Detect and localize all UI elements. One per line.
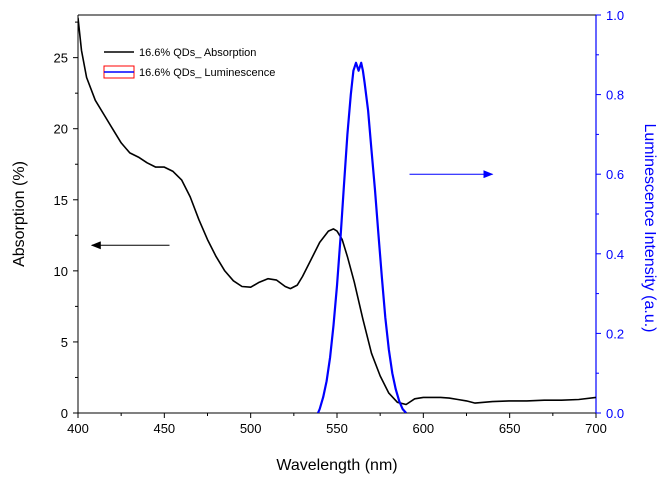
left-tick-label: 10: [54, 264, 68, 279]
right-tick-label: 0.2: [606, 326, 624, 341]
left-axis-title: Absorption (%): [11, 161, 28, 267]
x-tick-label: 550: [326, 421, 348, 436]
legend: 16.6% QDs_ Absorption 16.6% QDs_ Lumines…: [103, 47, 275, 79]
x-tick-label: 450: [153, 421, 175, 436]
absorption-series-line: [78, 17, 596, 406]
left-tick-label: 5: [61, 335, 68, 350]
x-tick-label: 650: [499, 421, 521, 436]
right-axis-ticks: 0.0 0.2 0.4 0.6 0.8 1.0: [596, 8, 624, 421]
right-tick-label: 1.0: [606, 8, 624, 23]
left-tick-label: 25: [54, 51, 68, 66]
legend-luminescence-label: 16.6% QDs_ Luminescence: [139, 67, 275, 79]
left-tick-label: 20: [54, 122, 68, 137]
left-axis-ticks: 0 5 10 15 20 25: [54, 21, 78, 421]
luminescence-series-line: [316, 61, 407, 413]
x-axis-title: Wavelength (nm): [276, 457, 397, 474]
right-tick-label: 0.6: [606, 167, 624, 182]
left-tick-label: 0: [61, 406, 68, 421]
legend-absorption-label: 16.6% QDs_ Absorption: [139, 47, 256, 59]
right-tick-label: 0.4: [606, 247, 624, 262]
x-axis-ticks: 400 450 500 550 600 650 700: [67, 413, 607, 436]
x-tick-label: 400: [67, 421, 89, 436]
x-tick-label: 700: [585, 421, 607, 436]
x-tick-label: 600: [412, 421, 434, 436]
right-tick-label: 0.0: [606, 406, 624, 421]
x-tick-label: 500: [240, 421, 262, 436]
right-axis-title: Luminescence Intensity (a.u.): [641, 124, 658, 333]
right-tick-label: 0.8: [606, 88, 624, 103]
left-tick-label: 15: [54, 193, 68, 208]
